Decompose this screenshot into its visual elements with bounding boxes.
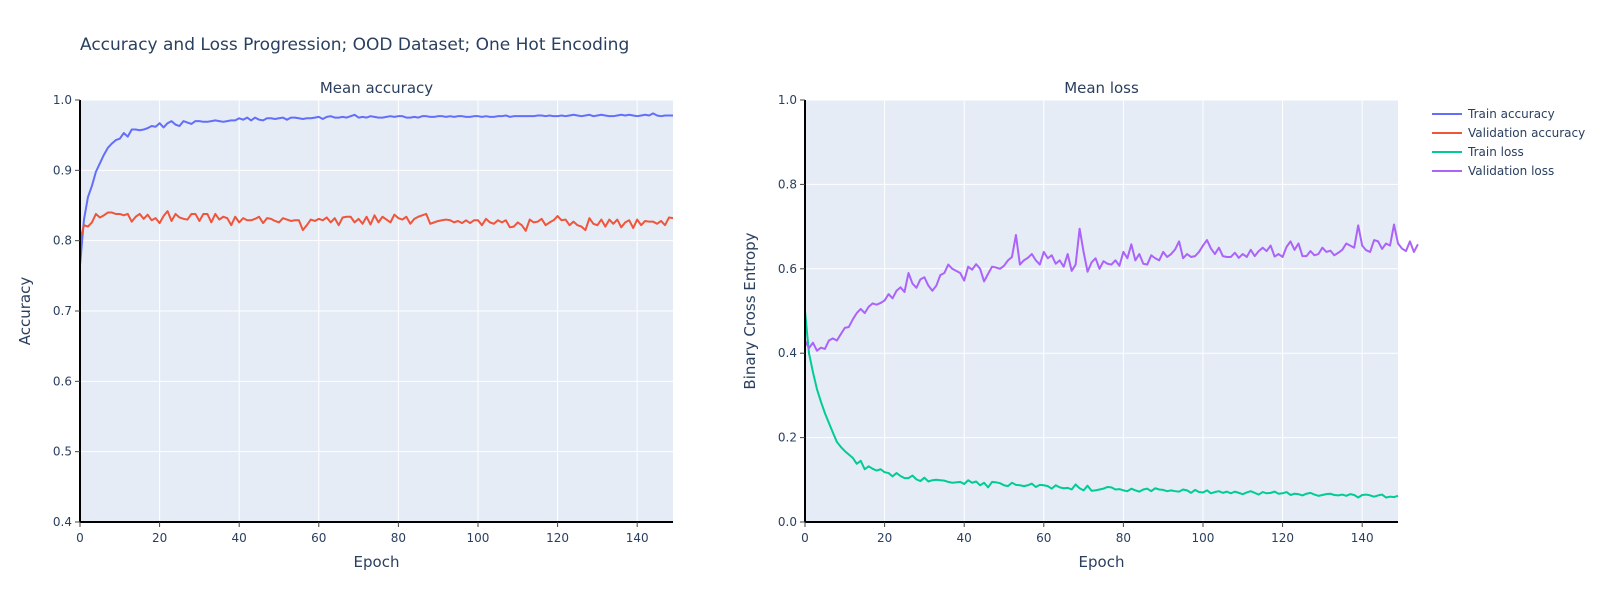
legend[interactable]: Train accuracy Validation accuracy Train l… — [1432, 107, 1585, 178]
legend-item-validation-loss[interactable]: Validation loss — [1432, 164, 1554, 178]
legend-label: Train loss — [1467, 145, 1524, 159]
subplots: 0 20 40 60 80 100 120 140 0.4 0.5 0.6 0.7 0.8 0.9 1.0 M… — [16, 79, 1419, 571]
accuracy-x-axis-title: Epoch — [354, 553, 400, 571]
loss-y-tick-label: 0.8 — [778, 177, 797, 191]
loss-y-tick-label: 0.6 — [778, 262, 797, 276]
loss-subplot: 0 20 40 60 80 100 120 140 0.0 0.2 0.4 0.6 0.8 1.0 Mean… — [741, 79, 1419, 571]
accuracy-y-tick-label: 0.7 — [53, 304, 72, 318]
accuracy-y-tick-label: 0.9 — [53, 163, 72, 177]
accuracy-x-tick-label: 140 — [626, 531, 649, 545]
accuracy-x-tick-label: 0 — [76, 531, 84, 545]
figure-title: Accuracy and Loss Progression; OOD Datas… — [80, 35, 629, 55]
accuracy-subplot-title: Mean accuracy — [320, 79, 433, 97]
series-line-train-accuracy — [79, 112, 673, 266]
accuracy-y-tick-label: 0.5 — [53, 445, 72, 459]
accuracy-x-tick-label: 100 — [467, 531, 490, 545]
loss-x-tick-label: 0 — [801, 531, 809, 545]
accuracy-x-tick-label: 40 — [232, 531, 247, 545]
accuracy-x-tick-label: 20 — [152, 531, 167, 545]
accuracy-y-tick-label: 0.6 — [53, 374, 72, 388]
loss-plot-area — [805, 100, 1398, 522]
accuracy-y-axis-title: Accuracy — [16, 277, 34, 346]
series-line-validation-loss — [804, 223, 1419, 352]
accuracy-y-tick-label: 0.4 — [53, 515, 72, 529]
loss-x-tick-label: 80 — [1116, 531, 1131, 545]
loss-x-tick-label: 140 — [1351, 531, 1374, 545]
legend-label: Validation loss — [1468, 164, 1554, 178]
series-line-train-loss — [804, 310, 1399, 499]
loss-y-tick-label: 0.0 — [778, 515, 797, 529]
legend-item-validation-accuracy[interactable]: Validation accuracy — [1432, 126, 1585, 140]
legend-label: Train accuracy — [1467, 107, 1555, 121]
accuracy-x-tick-label: 60 — [311, 531, 326, 545]
loss-y-tick-label: 0.2 — [778, 431, 797, 445]
loss-y-axis-title: Binary Cross Entropy — [741, 232, 759, 389]
loss-x-tick-label: 40 — [957, 531, 972, 545]
series-line-validation-accuracy — [79, 210, 674, 241]
accuracy-x-tick-label: 120 — [546, 531, 569, 545]
accuracy-x-tick-label: 80 — [391, 531, 406, 545]
loss-x-tick-label: 20 — [877, 531, 892, 545]
loss-y-tick-label: 0.4 — [778, 346, 797, 360]
loss-x-tick-label: 100 — [1192, 531, 1215, 545]
legend-item-train-loss[interactable]: Train loss — [1432, 145, 1524, 159]
loss-x-tick-label: 120 — [1271, 531, 1294, 545]
legend-item-train-accuracy[interactable]: Train accuracy — [1432, 107, 1555, 121]
loss-x-axis-title: Epoch — [1079, 553, 1125, 571]
loss-subplot-title: Mean loss — [1064, 79, 1139, 97]
accuracy-y-tick-label: 1.0 — [53, 93, 72, 107]
legend-label: Validation accuracy — [1468, 126, 1585, 140]
accuracy-subplot: 0 20 40 60 80 100 120 140 0.4 0.5 0.6 0.7 0.8 0.9 1.0 M… — [16, 79, 674, 571]
accuracy-y-tick-label: 0.8 — [53, 234, 72, 248]
loss-y-tick-label: 1.0 — [778, 93, 797, 107]
loss-x-tick-label: 60 — [1036, 531, 1051, 545]
